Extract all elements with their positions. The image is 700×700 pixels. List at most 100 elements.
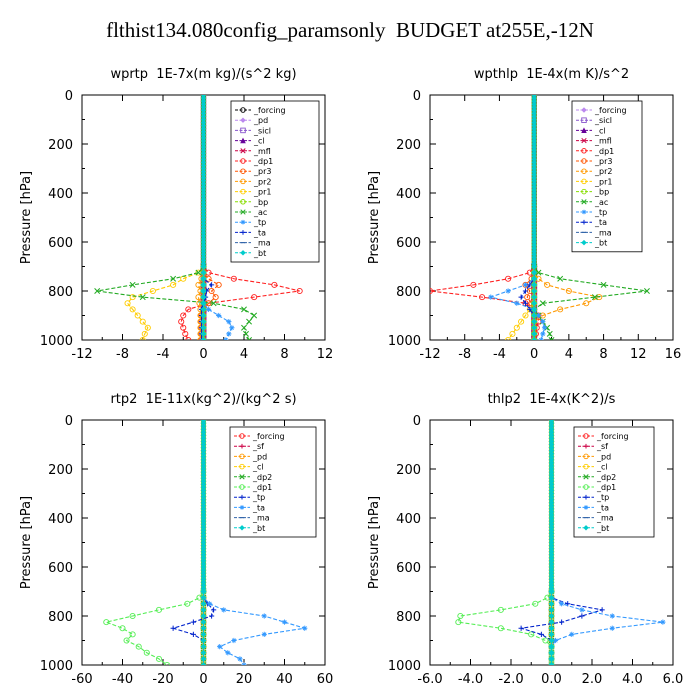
series-point	[531, 263, 538, 270]
y-tick-label: 0	[65, 414, 73, 429]
legend-item: _ta	[235, 228, 266, 237]
y-tick-label: 400	[396, 187, 421, 202]
legend-label: _pr2	[253, 177, 271, 186]
legend-label: _forcing	[252, 432, 285, 441]
x-tick-label: 20	[236, 672, 253, 687]
chart-panel-3: rtp2 1E-11x(kg^2)/(kg^2 s) Pressure [hPa]…	[19, 392, 333, 687]
chart-title: wpthlp 1E-4x(m K)/s^2	[474, 67, 629, 82]
series-point	[497, 606, 504, 613]
legend-item: _pr2	[576, 167, 612, 176]
y-tick-label: 800	[396, 610, 421, 625]
series-point	[251, 294, 258, 301]
legend-label: _pr3	[594, 157, 612, 166]
series-point	[644, 288, 650, 294]
series-point	[539, 300, 546, 307]
legend-item: _dp2	[578, 473, 616, 482]
legend-label: _ta	[596, 503, 609, 512]
x-tick-label: 8	[280, 347, 288, 362]
x-tick-label: 12	[630, 347, 647, 362]
plot-area	[455, 420, 666, 665]
series-point	[211, 607, 217, 613]
series-point	[129, 612, 136, 620]
legend-marker	[239, 463, 245, 470]
legend-label: _bp	[253, 198, 268, 207]
legend-label: _dp1	[594, 147, 614, 156]
series-point	[531, 306, 538, 313]
legend-marker	[581, 158, 587, 164]
series-point	[200, 300, 207, 307]
legend-item: _ma	[235, 239, 271, 248]
series-point	[94, 288, 101, 294]
series-point	[548, 594, 555, 601]
series-point	[660, 619, 666, 625]
y-tick-label: 400	[396, 512, 421, 527]
series-point	[198, 337, 205, 340]
series-point	[579, 607, 585, 613]
series-point	[261, 613, 267, 619]
legend-label: _forcing	[596, 432, 629, 441]
legend-label: _ac	[594, 198, 608, 207]
legend-label: _dp2	[596, 473, 616, 482]
chart-title: wprtp 1E-7x(m kg)/(s^2 kg)	[110, 67, 296, 82]
series-point	[209, 282, 215, 288]
series-point	[200, 330, 207, 337]
series-point	[200, 625, 207, 632]
legend-marker	[583, 525, 589, 531]
series-point	[230, 275, 237, 282]
legend-item: _tp	[234, 493, 265, 502]
series-point	[609, 613, 615, 619]
series-point	[548, 637, 555, 644]
legend-marker	[581, 219, 587, 225]
series-path	[520, 95, 535, 340]
series-point	[541, 325, 548, 331]
legend: _forcing_pd_sicl_cl_mfl_dp1_pr3_pr2_pr1_…	[230, 100, 320, 263]
series-point	[271, 281, 278, 288]
series-point	[143, 649, 150, 656]
series-point	[548, 612, 555, 620]
x-tick-label: 2.0	[582, 672, 603, 687]
y-tick-label: 200	[396, 463, 421, 478]
legend-marker	[240, 107, 246, 113]
legend-label: _sf	[252, 442, 264, 451]
legend-label: _pr2	[594, 167, 612, 176]
legend-label: _ta	[252, 503, 265, 512]
legend-marker	[581, 178, 587, 185]
legend-label: _dp1	[252, 483, 272, 492]
x-tick-label: 8	[599, 347, 607, 362]
legend-marker	[240, 117, 246, 123]
x-tick-label: 40	[276, 672, 293, 687]
legend-label: _cl	[253, 137, 265, 146]
legend-label: _cl	[252, 463, 264, 472]
series-point	[544, 281, 551, 288]
legend-label: _ac	[253, 208, 267, 217]
legend-item: _forcing	[576, 106, 627, 115]
series-path	[533, 95, 648, 340]
x-tick-label: -40	[112, 672, 133, 687]
series-point	[430, 287, 434, 295]
series-point	[528, 631, 535, 638]
series-point	[200, 281, 207, 288]
y-tick-label: 800	[48, 285, 73, 300]
legend-item: _bt	[235, 249, 266, 258]
series-point	[565, 287, 572, 295]
series-path	[202, 420, 305, 665]
x-tick-label: 16	[665, 347, 682, 362]
y-tick-label: 0	[65, 89, 73, 104]
series-point	[243, 330, 249, 337]
series-point	[557, 306, 564, 313]
series-point	[182, 330, 189, 337]
legend-item: _bt	[576, 239, 607, 248]
series-path	[97, 95, 255, 340]
series-point	[241, 662, 247, 665]
series-point	[505, 288, 511, 294]
series-point	[210, 300, 217, 307]
legend-marker	[583, 443, 589, 449]
series-point	[200, 275, 207, 282]
legend-item: _dp1	[576, 147, 614, 156]
series-point	[217, 644, 223, 650]
series-point	[505, 275, 512, 282]
x-tick-label: -4	[493, 347, 506, 362]
legend-box	[229, 426, 317, 538]
legend-item: _tp	[576, 208, 607, 217]
series-point	[180, 312, 187, 319]
